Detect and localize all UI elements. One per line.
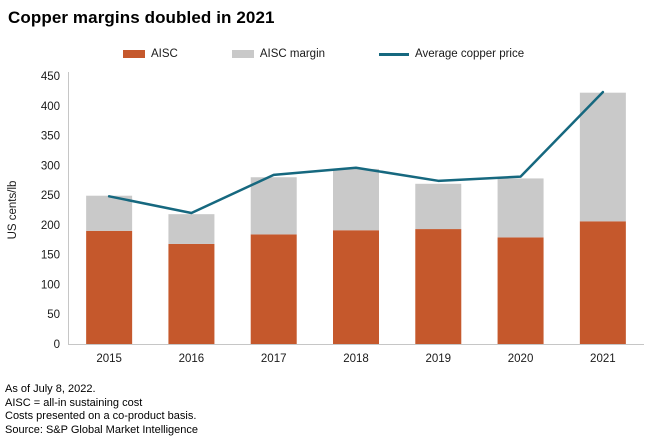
copper-price-line	[107, 90, 605, 215]
legend-label-aisc-margin: AISC margin	[259, 48, 326, 60]
copper-price-line-swatch-icon	[379, 52, 410, 56]
bar-aisc-margin-2016	[168, 214, 215, 244]
y-tick-label: 250	[41, 190, 60, 202]
bar-aisc-margin-2018	[333, 168, 379, 231]
y-tick-label: 0	[54, 339, 60, 351]
x-tick-label: 2019	[425, 353, 451, 365]
bar-aisc-2019	[415, 229, 462, 344]
legend-item-copper-price: Average copper price	[379, 48, 524, 60]
bar-aisc-margin-2020	[497, 178, 544, 238]
legend-label-aisc: AISC	[151, 48, 178, 60]
y-tick-label: 150	[41, 250, 60, 262]
y-tick-label: 300	[41, 160, 60, 172]
aisc-bar-swatch-icon	[123, 50, 145, 58]
y-tick-label: 400	[41, 101, 60, 113]
bar-aisc-2015	[86, 230, 133, 344]
footnote-source: Source: S&P Global Market Intelligence	[5, 423, 199, 436]
bar-aisc-2018	[333, 230, 379, 344]
x-tick-label: 2021	[590, 353, 616, 365]
y-tick-label: 50	[47, 309, 60, 321]
bar-aisc-2016	[168, 243, 215, 344]
bar-aisc-2017	[250, 234, 297, 344]
footnote-aisc-definition: AISC = all-in sustaining cost	[5, 396, 143, 409]
y-axis-label: US cents/lb	[7, 181, 19, 240]
x-tick-label: 2015	[96, 353, 122, 365]
y-tick-label: 200	[41, 220, 60, 232]
footnote-as-of: As of July 8, 2022.	[5, 383, 96, 395]
y-tick-label: 450	[41, 71, 60, 83]
legend-item-aisc-margin: AISC margin	[231, 48, 326, 60]
x-tick-label: 2017	[261, 353, 287, 365]
bar-aisc-margin-2019	[415, 183, 462, 230]
x-tick-label: 2016	[179, 353, 205, 365]
x-tick-label: 2020	[508, 353, 534, 365]
legend-item-aisc: AISC	[123, 48, 178, 60]
legend-label-copper-price: Average copper price	[415, 48, 525, 60]
y-tick-label: 350	[41, 131, 60, 143]
footnotes: As of July 8, 2022. AISC = all-in sustai…	[5, 383, 198, 437]
chart-title: Copper margins doubled in 2021	[8, 8, 275, 27]
bar-aisc-margin-2017	[250, 177, 297, 235]
bar-aisc-margin-2021	[579, 92, 626, 222]
y-tick-label: 100	[41, 279, 60, 291]
x-tick-label: 2018	[343, 353, 369, 365]
aisc-margin-bar-swatch-icon	[231, 50, 254, 58]
legend: AISC AISC margin Average copper price	[123, 48, 524, 60]
bar-aisc-2021	[579, 221, 626, 344]
bar-aisc-2020	[497, 237, 544, 344]
footnote-cost-basis: Costs presented on a co-product basis.	[5, 410, 197, 422]
bar-aisc-margin-2015	[86, 195, 133, 231]
